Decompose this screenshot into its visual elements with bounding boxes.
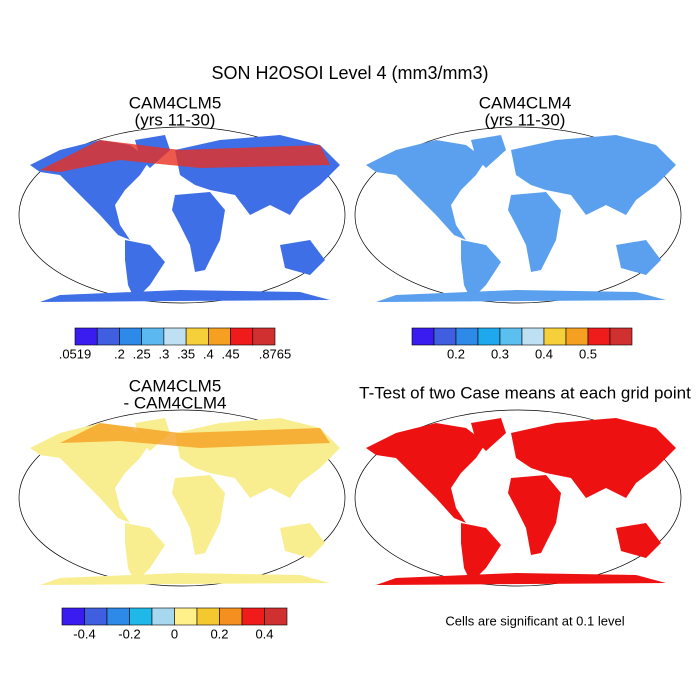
panel-title: T-Test of two Case means at each grid po… xyxy=(359,383,691,402)
colorbar-label: .2 xyxy=(114,346,125,361)
colorbar-swatch xyxy=(151,607,175,626)
colorbar-label: 0.4 xyxy=(255,626,273,641)
colorbar-label: 0.3 xyxy=(491,346,509,361)
colorbar-label: -0.2 xyxy=(118,626,140,641)
panel-title: - CAM4CLM4 xyxy=(124,393,227,412)
colorbar-swatch xyxy=(61,607,85,626)
colorbar-label: 0.4 xyxy=(535,346,553,361)
colorbar-swatch xyxy=(196,607,220,626)
colorbar-swatch xyxy=(411,327,435,346)
colorbar-label: 0.5 xyxy=(579,346,597,361)
colorbar-label: .0519 xyxy=(59,346,92,361)
colorbar-swatch xyxy=(543,327,567,346)
map-panel xyxy=(18,409,346,587)
colorbar-swatch xyxy=(185,327,209,346)
colorbar-label: .45 xyxy=(222,346,240,361)
colorbar-swatch xyxy=(163,327,187,346)
colorbar-swatch xyxy=(565,327,589,346)
colorbar-swatch xyxy=(84,607,108,626)
panel-title: (yrs 11-30) xyxy=(135,110,216,129)
colorbar-swatch xyxy=(208,327,231,346)
colorbar-swatch xyxy=(106,607,130,626)
colorbar-label: 0.2 xyxy=(210,626,228,641)
colorbar-swatch xyxy=(230,327,254,346)
panel-title: CAM4CLM4 xyxy=(479,93,572,112)
colorbar-swatch xyxy=(119,327,142,346)
colorbar-swatch xyxy=(587,327,611,346)
colorbar-swatch xyxy=(174,607,198,626)
colorbar-swatch xyxy=(141,327,165,346)
colorbar-swatch xyxy=(455,327,479,346)
colorbar-label: .4 xyxy=(203,346,214,361)
colorbar-swatch xyxy=(74,327,98,346)
colorbar-swatch xyxy=(96,327,120,346)
colorbar-label: .25 xyxy=(133,346,151,361)
colorbar-swatch xyxy=(609,327,633,346)
map-panel xyxy=(354,409,682,587)
colorbar-swatch xyxy=(499,327,523,346)
colorbar-swatch xyxy=(241,607,265,626)
colorbar-label: -0.4 xyxy=(73,626,95,641)
map-panel xyxy=(354,126,682,304)
colorbar-swatch xyxy=(264,607,288,626)
panel-title: CAM4CLM5 xyxy=(129,93,222,112)
map-panel xyxy=(18,126,346,304)
colorbar-label: .35 xyxy=(177,346,195,361)
panel-title: (yrs 11-30) xyxy=(485,110,566,129)
colorbar-swatch xyxy=(521,327,545,346)
panel-title: CAM4CLM5 xyxy=(129,376,222,395)
colorbar-swatch xyxy=(433,327,457,346)
colorbar-label: 0.2 xyxy=(447,346,465,361)
colorbar-swatch xyxy=(219,607,243,626)
colorbar-swatch xyxy=(129,607,153,626)
colorbar-label: .3 xyxy=(158,346,169,361)
colorbar-swatch xyxy=(252,327,276,346)
figure-title: SON H2OSOI Level 4 (mm3/mm3) xyxy=(211,63,488,83)
colorbar-label: 0 xyxy=(171,626,178,641)
note: Cells are significant at 0.1 level xyxy=(445,613,624,628)
colorbar-swatch xyxy=(477,327,501,346)
colorbar-label: .8765 xyxy=(259,346,292,361)
